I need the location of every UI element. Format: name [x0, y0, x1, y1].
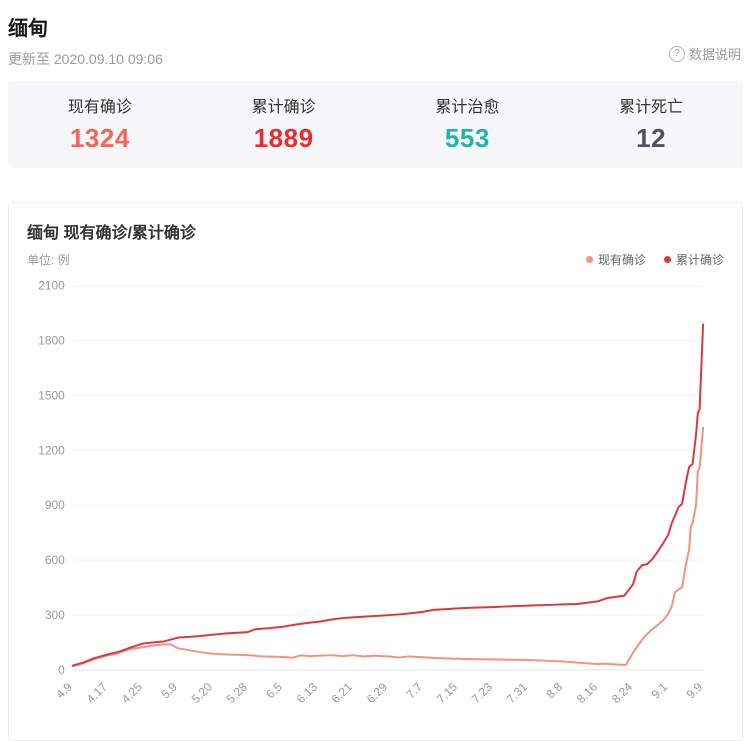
x-tick-label: 6.5: [263, 680, 285, 702]
stat-label: 现有确诊: [67, 99, 132, 116]
x-tick-label: 7.7: [403, 680, 425, 701]
y-tick-label: 2100: [38, 279, 65, 293]
question-circle-icon: ?: [668, 45, 685, 62]
x-tick-label: 7.23: [469, 680, 496, 706]
y-tick-label: 0: [58, 663, 65, 677]
y-tick-label: 1500: [38, 388, 65, 402]
line-chart: 0 300 600 900 1200 1500 1800 2100 4.9 4.17 4.25 5.9…: [38, 279, 706, 706]
x-tick-label: 7.15: [434, 680, 461, 706]
stat-cell-0: 现有确诊 1324: [8, 93, 192, 154]
stat-value: 1889: [253, 123, 314, 153]
x-tick-label: 6.13: [294, 680, 321, 706]
y-tick-label: 1200: [38, 443, 65, 457]
stat-value: 553: [444, 123, 490, 153]
stat-cell-2: 累计治愈 553: [376, 93, 560, 154]
x-tick-label: 8.8: [543, 680, 565, 702]
stat-label: 累计确诊: [251, 99, 316, 116]
series-line-现有确诊: [71, 426, 705, 668]
series-line-累计确诊: [71, 323, 705, 667]
x-tick-label: 7.31: [504, 680, 531, 706]
y-tick-label: 600: [45, 553, 65, 567]
chart-meta: 单位: 例 现有确诊 累计确诊: [27, 251, 724, 268]
stats-bar: 现有确诊 1324 累计确诊 1889 累计治愈 553 累计死亡 12: [8, 81, 743, 168]
stat-cell-3: 累计死亡 12: [559, 93, 743, 154]
x-tick-label: 9.9: [684, 680, 706, 702]
y-tick-label: 300: [45, 608, 65, 622]
x-tick-label: 4.25: [119, 680, 146, 706]
legend-label: 现有确诊: [597, 253, 646, 267]
updated-timestamp: 更新至 2020.09.10 09:06: [8, 51, 163, 67]
stat-label: 累计死亡: [619, 99, 684, 116]
x-tick-label: 9.1: [649, 680, 671, 702]
x-tick-label: 6.29: [364, 680, 391, 706]
x-tick-label: 8.24: [609, 680, 636, 706]
legend-item-1[interactable]: 累计确诊: [663, 251, 724, 268]
y-tick-label: 1800: [38, 334, 65, 348]
x-tick-label: 8.16: [574, 680, 601, 706]
stat-label: 累计治愈: [435, 99, 500, 116]
x-tick-label: 4.17: [84, 680, 110, 706]
stat-cell-1: 累计确诊 1889: [192, 93, 376, 154]
chart-card: 缅甸 现有确诊/累计确诊 单位: 例 现有确诊 累计确诊 0 300 600 900 12…: [8, 202, 743, 741]
stat-value: 12: [636, 123, 667, 153]
legend-label: 累计确诊: [675, 253, 724, 267]
legend-dot-icon: [663, 256, 671, 263]
chart-legend: 现有确诊 累计确诊: [585, 251, 724, 268]
data-info-link[interactable]: ? 数据说明: [668, 44, 741, 63]
header: 缅甸 更新至 2020.09.10 09:06 ? 数据说明: [8, 12, 743, 69]
x-tick-label: 5.9: [158, 680, 180, 702]
legend-item-0[interactable]: 现有确诊: [585, 251, 646, 268]
x-tick-label: 4.9: [53, 680, 75, 702]
chart-title: 缅甸 现有确诊/累计确诊: [27, 225, 196, 242]
legend-dot-icon: [585, 256, 593, 263]
x-tick-label: 5.20: [189, 680, 216, 706]
data-info-label: 数据说明: [688, 47, 741, 62]
x-tick-label: 5.28: [224, 680, 251, 706]
unit-label: 单位: 例: [27, 253, 70, 267]
y-tick-label: 900: [45, 498, 65, 512]
stat-value: 1324: [69, 123, 130, 153]
page-title: 缅甸: [8, 18, 48, 40]
x-tick-label: 6.21: [329, 680, 356, 706]
